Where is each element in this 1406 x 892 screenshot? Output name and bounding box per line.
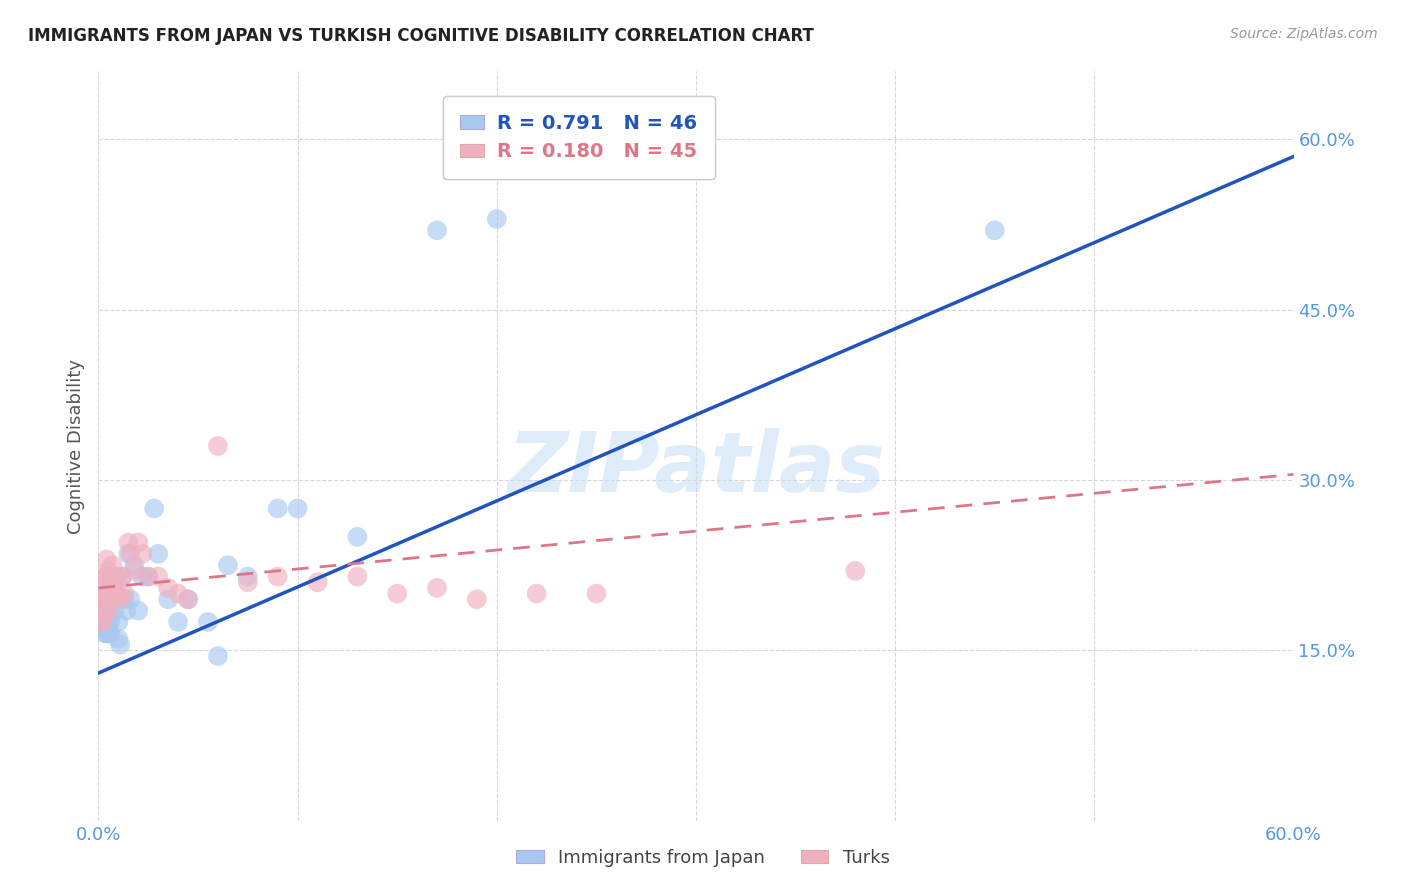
Point	[157, 581, 180, 595]
Point	[207, 439, 229, 453]
Point	[110, 638, 132, 652]
Point	[287, 501, 309, 516]
Point	[120, 547, 142, 561]
Point	[97, 604, 120, 618]
Point	[157, 592, 180, 607]
Point	[101, 558, 124, 573]
Point	[107, 586, 129, 600]
Point	[131, 547, 153, 561]
Point	[131, 569, 153, 583]
Point	[96, 592, 118, 607]
Point	[91, 615, 114, 629]
Point	[148, 569, 170, 583]
Point	[89, 592, 111, 607]
Point	[207, 648, 229, 663]
Point	[136, 569, 159, 583]
Point	[93, 586, 115, 600]
Point	[117, 535, 139, 549]
Point	[98, 615, 122, 629]
Point	[112, 592, 135, 607]
Point	[167, 586, 190, 600]
Point	[385, 586, 409, 600]
Point	[111, 569, 134, 583]
Point	[177, 592, 200, 607]
Point	[98, 592, 122, 607]
Point	[127, 535, 149, 549]
Text: IMMIGRANTS FROM JAPAN VS TURKISH COGNITIVE DISABILITY CORRELATION CHART: IMMIGRANTS FROM JAPAN VS TURKISH COGNITI…	[28, 27, 814, 45]
Point	[107, 615, 129, 629]
Point	[89, 615, 111, 629]
Y-axis label: Cognitive Disability: Cognitive Disability	[66, 359, 84, 533]
Point	[97, 586, 120, 600]
Point	[236, 569, 259, 583]
Legend: R = 0.791   N = 46, R = 0.180   N = 45: R = 0.791 N = 46, R = 0.180 N = 45	[443, 96, 714, 178]
Point	[97, 615, 120, 629]
Legend: Immigrants from Japan, Turks: Immigrants from Japan, Turks	[509, 842, 897, 874]
Point	[105, 569, 128, 583]
Point	[103, 581, 125, 595]
Point	[103, 586, 125, 600]
Point	[844, 564, 866, 578]
Point	[485, 211, 508, 226]
Point	[110, 592, 132, 607]
Point	[120, 592, 142, 607]
Point	[148, 547, 170, 561]
Point	[96, 609, 118, 624]
Point	[96, 626, 118, 640]
Point	[127, 604, 149, 618]
Point	[124, 558, 146, 573]
Point	[526, 586, 548, 600]
Point	[107, 632, 129, 646]
Point	[167, 615, 190, 629]
Point	[984, 223, 1007, 237]
Text: Source: ZipAtlas.com: Source: ZipAtlas.com	[1230, 27, 1378, 41]
Point	[465, 592, 488, 607]
Point	[177, 592, 200, 607]
Point	[97, 564, 120, 578]
Point	[117, 547, 139, 561]
Point	[307, 575, 329, 590]
Point	[91, 615, 114, 629]
Point	[346, 569, 368, 583]
Point	[96, 552, 118, 566]
Point	[103, 604, 125, 618]
Point	[197, 615, 219, 629]
Point	[91, 592, 114, 607]
Point	[101, 592, 124, 607]
Point	[236, 575, 259, 590]
Point	[101, 586, 124, 600]
Point	[93, 604, 115, 618]
Point	[217, 558, 239, 573]
Point	[346, 530, 368, 544]
Point	[426, 223, 449, 237]
Point	[93, 569, 115, 583]
Point	[111, 569, 134, 583]
Point	[97, 604, 120, 618]
Point	[97, 626, 120, 640]
Point	[115, 604, 138, 618]
Point	[105, 592, 128, 607]
Point	[112, 586, 135, 600]
Point	[96, 569, 118, 583]
Point	[136, 569, 159, 583]
Point	[93, 592, 115, 607]
Point	[93, 626, 115, 640]
Point	[101, 569, 124, 583]
Point	[93, 615, 115, 629]
Point	[98, 575, 122, 590]
Point	[91, 604, 114, 618]
Point	[103, 569, 125, 583]
Point	[98, 626, 122, 640]
Point	[267, 501, 290, 516]
Point	[267, 569, 290, 583]
Point	[96, 592, 118, 607]
Text: ZIPatlas: ZIPatlas	[508, 428, 884, 509]
Point	[143, 501, 166, 516]
Point	[124, 564, 146, 578]
Point	[585, 586, 607, 600]
Point	[426, 581, 449, 595]
Point	[89, 581, 111, 595]
